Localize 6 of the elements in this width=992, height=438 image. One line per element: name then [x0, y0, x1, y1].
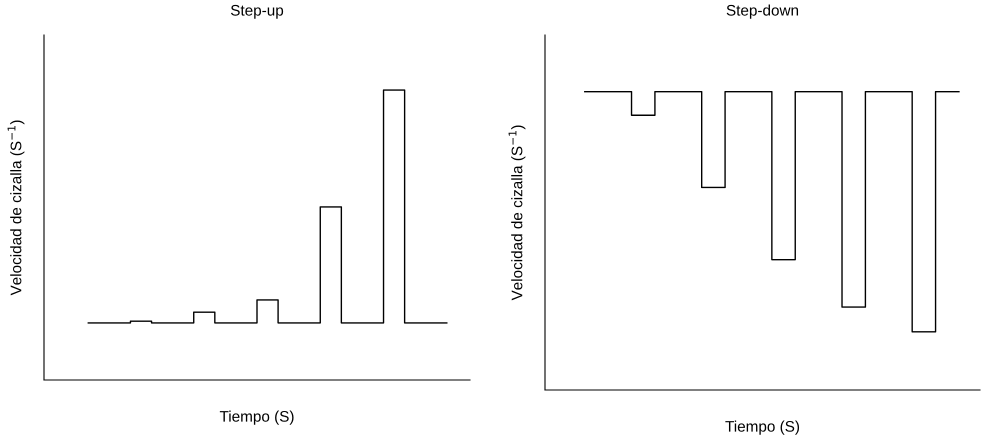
x-axis-title: Tiempo (S): [220, 410, 294, 425]
chart-title: Step-down: [726, 4, 798, 19]
x-axis-title: Tiempo (S): [725, 420, 800, 435]
y-axis-title: Velocidad de cizalla (S$^{−1}$): [508, 125, 526, 300]
y-axis-title: Velocidad de cizalla (S$^{−1}$): [8, 120, 24, 296]
chart-title: Step-up: [230, 4, 284, 19]
